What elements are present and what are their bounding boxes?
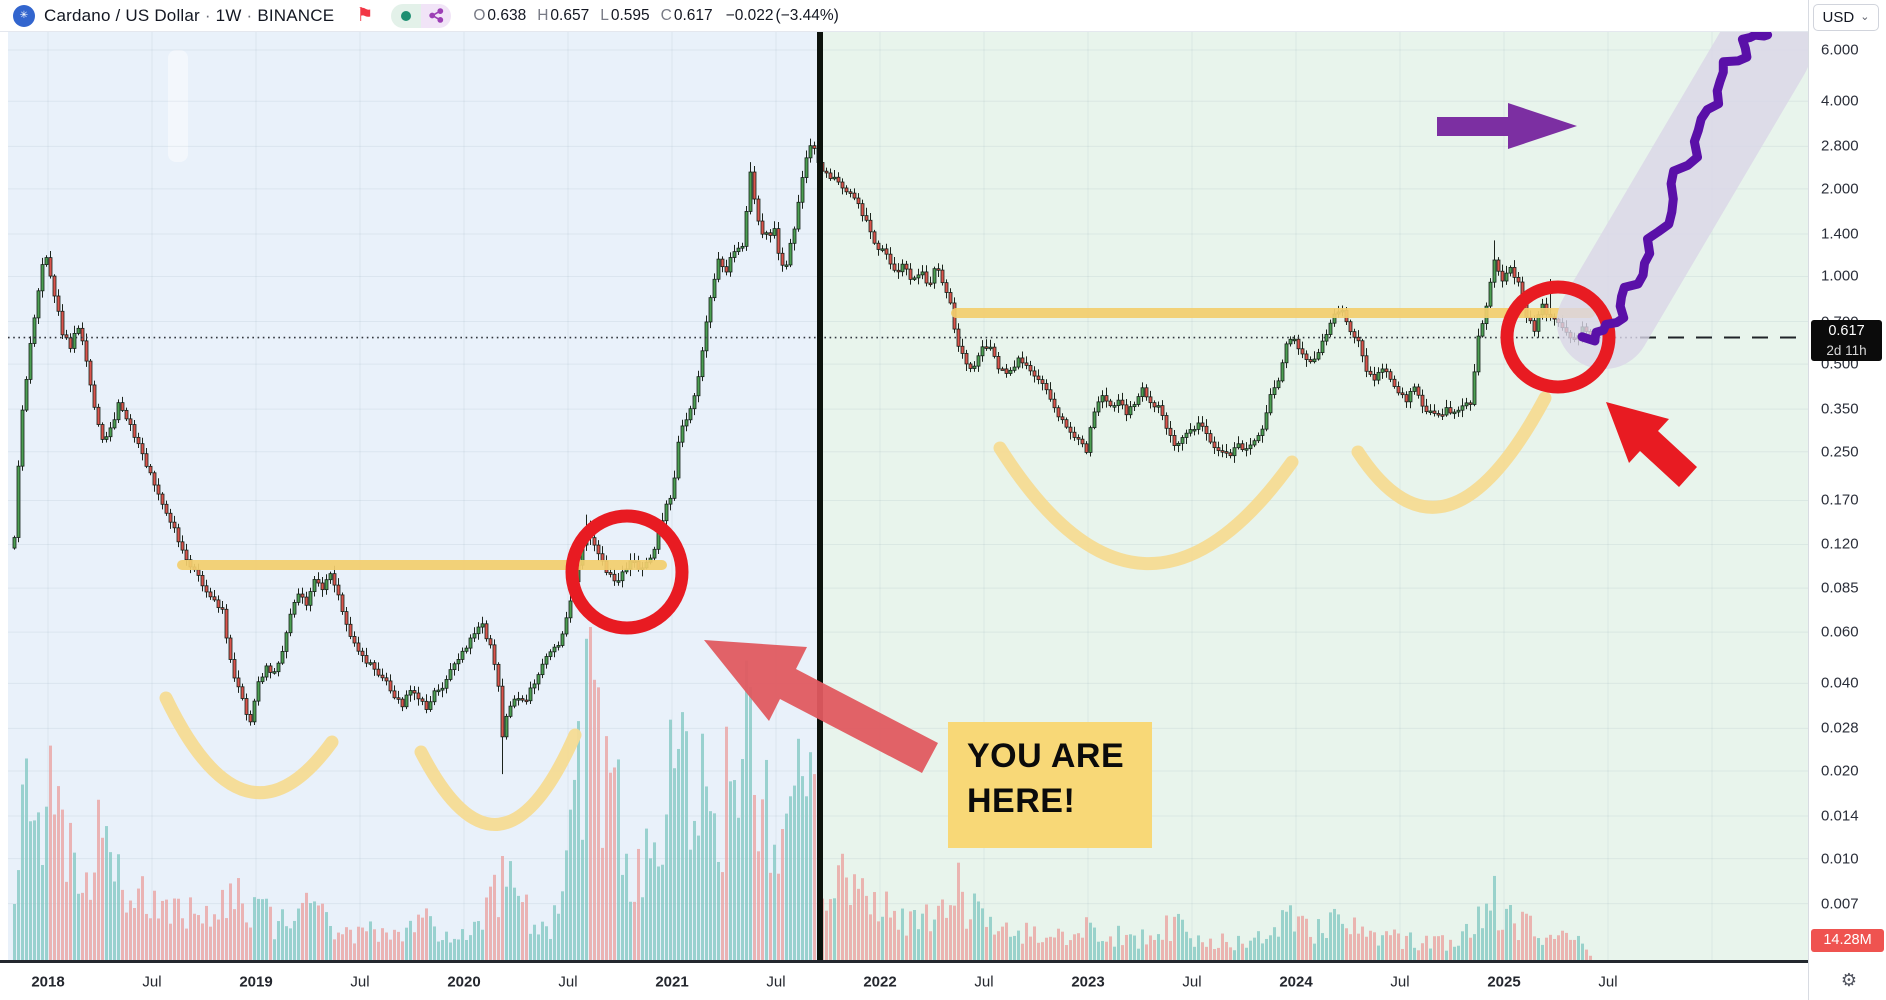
time-axis-label: 2020: [447, 973, 481, 990]
price-axis-label: 1.000: [1821, 267, 1859, 285]
price-axis-label: 0.007: [1821, 895, 1859, 913]
price-axis-label: 0.010: [1821, 850, 1859, 868]
time-axis-label: Jul: [1182, 973, 1202, 990]
price-axis[interactable]: USD⌄ 6.0004.0002.8002.0001.4001.0000.700…: [1808, 0, 1886, 1000]
price-axis-label: 0.085: [1821, 579, 1859, 597]
cardano-logo-icon: ✳: [13, 4, 35, 27]
red-circle-annotation[interactable]: [1500, 280, 1616, 394]
time-axis-label: Jul: [974, 973, 994, 990]
purple-arrow[interactable]: [1437, 103, 1577, 149]
cup-curve[interactable]: [159, 691, 339, 800]
red-arrow-left[interactable]: [704, 640, 938, 773]
volume-series: [13, 626, 1592, 961]
price-axis-label: 0.250: [1821, 443, 1859, 461]
time-axis-label: 2018: [31, 973, 65, 990]
time-axis-label: 2024: [1279, 973, 1313, 990]
pane-divider: [0, 960, 1808, 963]
time-axis-label: Jul: [1598, 973, 1618, 990]
time-axis-label: 2019: [239, 973, 273, 990]
you-are-here-line1: YOU ARE: [967, 737, 1125, 775]
time-axis-label: Jul: [558, 973, 578, 990]
price-axis-label: 0.350: [1821, 400, 1859, 418]
price-axis-label: 0.014: [1821, 807, 1859, 825]
price-axis-label: 0.040: [1821, 674, 1859, 692]
price-axis-label: 6.000: [1821, 41, 1859, 59]
red-circle-annotation[interactable]: [565, 509, 689, 635]
symbol-title[interactable]: Cardano / US Dollar · 1W · BINANCE: [44, 5, 335, 25]
flag-icon[interactable]: ⚑: [356, 5, 374, 26]
price-axis-label: 4.000: [1821, 92, 1859, 110]
status-dot-icon[interactable]: [391, 3, 422, 28]
price-axis-label: 0.170: [1821, 491, 1859, 509]
share-icon[interactable]: [421, 3, 452, 28]
time-axis-label: Jul: [766, 973, 786, 990]
currency-dropdown[interactable]: USD ⌄: [1813, 4, 1879, 31]
cup-curve[interactable]: [993, 441, 1299, 570]
price-axis-label: 0.028: [1821, 719, 1859, 737]
time-axis-label: 2022: [863, 973, 897, 990]
time-axis-label: 2025: [1487, 973, 1521, 990]
time-axis-label: Jul: [142, 973, 162, 990]
change-percent: (−3.44%): [775, 6, 839, 24]
indicator-pill[interactable]: [391, 3, 452, 28]
red-arrow-right[interactable]: [1606, 402, 1697, 487]
time-axis[interactable]: 2018 Jul 2019 Jul 2020 Jul 2021 Jul 2022 Jul 2023 J…: [0, 963, 1808, 1000]
symbol-header: ✳ Cardano / US Dollar · 1W · BINANCE ⚑ O…: [0, 0, 1808, 32]
cup-curve[interactable]: [414, 728, 582, 831]
era-background-left: [8, 30, 820, 961]
price-axis-label: 0.120: [1821, 535, 1859, 553]
time-axis-label: 2021: [655, 973, 689, 990]
change-value: −0.022: [725, 6, 774, 24]
price-axis-label: 0.020: [1821, 762, 1859, 780]
price-axis-label: 1.400: [1821, 225, 1859, 243]
you-are-here-callout[interactable]: YOU ARE HERE!: [948, 722, 1152, 848]
price-axis-label: 2.800: [1821, 137, 1859, 155]
volume-badge: 14.28M: [1811, 929, 1884, 952]
time-axis-label: 2023: [1071, 973, 1105, 990]
you-are-here-line2: HERE!: [967, 782, 1076, 820]
projection-squiggle[interactable]: [1577, 30, 1773, 346]
cup-curve[interactable]: [1351, 391, 1552, 514]
chart-layers: [8, 0, 1828, 961]
chevron-down-icon: ⌄: [1860, 10, 1870, 23]
ohlc-readout: O 0.638 H 0.657 L 0.595 C 0.617 −0.022 (−3.4…: [473, 6, 839, 24]
price-axis-label: 0.060: [1821, 623, 1859, 641]
bar-countdown: 2d 11h: [1826, 342, 1867, 358]
price-axis-label: 2.000: [1821, 180, 1859, 198]
projection-band[interactable]: [1539, 0, 1828, 386]
current-price-badge: 0.617 2d 11h: [1811, 320, 1882, 361]
time-axis-label: Jul: [350, 973, 370, 990]
time-axis-label: Jul: [1390, 973, 1410, 990]
settings-gear-icon[interactable]: ⚙: [1840, 969, 1858, 990]
current-price: 0.617: [1828, 323, 1865, 339]
